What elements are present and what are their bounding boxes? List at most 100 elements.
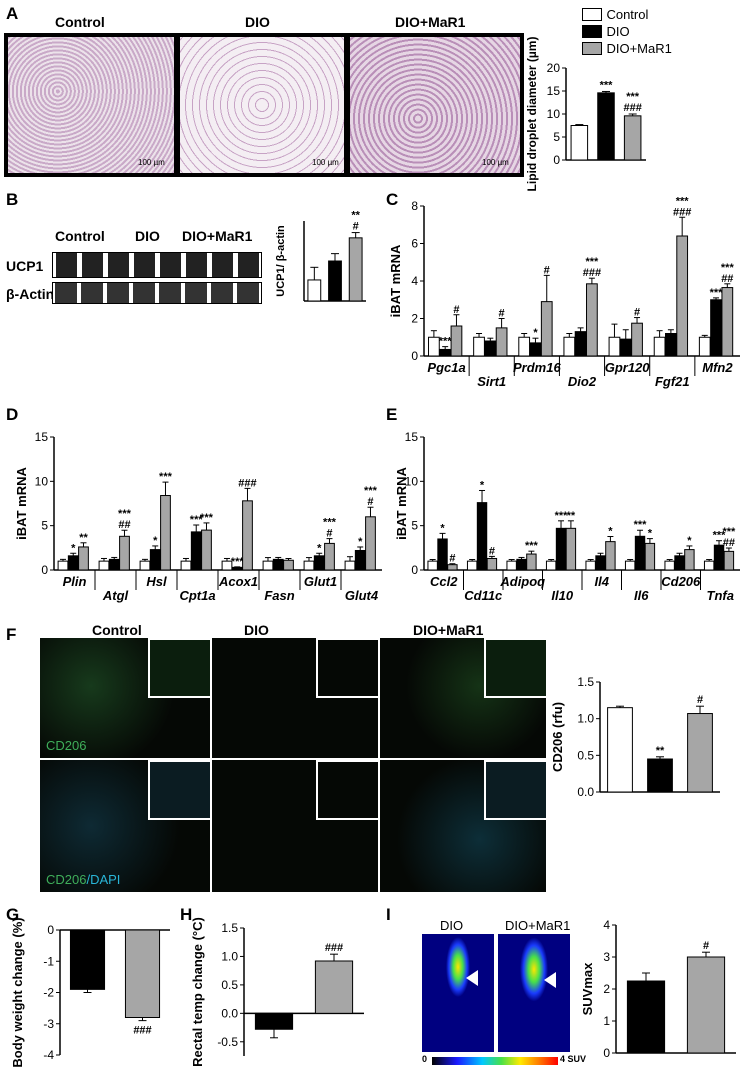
A-bar-0	[570, 125, 589, 161]
C-ytick-label-1: 2	[411, 312, 418, 326]
I-bar-0	[626, 980, 666, 1054]
legend-label-mar1: DIO+MaR1	[606, 41, 672, 56]
b-row-ucp1: UCP1	[6, 258, 44, 274]
legend-swatch-dio	[582, 25, 602, 39]
f-inset-1	[148, 638, 212, 698]
E-bar-2-2-annot-0: ***	[525, 540, 539, 552]
C-bar-3-2	[586, 283, 598, 357]
panel-label-g: G	[6, 905, 20, 924]
E-bar-5-0	[624, 560, 636, 571]
D-ytick-label-3: 15	[35, 430, 49, 444]
C-bar-4-2	[631, 322, 643, 357]
E-bar-7-2	[723, 550, 735, 571]
D-bar-4-2	[242, 500, 253, 571]
a-histology-control	[8, 37, 174, 173]
D-bar-2-1-annot-0: *	[153, 535, 158, 547]
C-bar-3-0	[563, 336, 576, 357]
panel-label-b: B	[6, 190, 19, 209]
panel-label-i: I	[386, 905, 391, 924]
C-bar-0-1-annot-0: ***	[439, 336, 453, 348]
B-bar-2-annot-0: **	[351, 210, 360, 222]
H-bar-1-annot-0: ###	[325, 942, 343, 954]
D-bar-4-2-annot-0: ###	[238, 477, 256, 489]
C-bar-2-2	[540, 301, 553, 357]
E-ytick-label-2: 10	[405, 474, 419, 488]
C-xlabel-0: Pgc1a	[427, 360, 465, 375]
f-label-dapi-part: /DAPI	[86, 872, 121, 887]
E-bar-1-1	[476, 502, 488, 571]
D-bar-3-1-annot-0: ***	[190, 514, 204, 526]
i-pet-dio	[422, 934, 494, 1052]
panel-label-a: A	[6, 4, 19, 23]
A-bar-1-annot-0: ***	[600, 79, 614, 91]
E-xlabel-1: Cd11c	[464, 588, 503, 603]
D-bar-1-2-annot-0: ***	[118, 508, 132, 520]
D-bar-7-1	[354, 549, 366, 571]
E-bar-3-0	[545, 560, 557, 571]
D-xlabel-3: Cpt1a	[179, 588, 215, 603]
D-bar-1-0	[98, 560, 110, 571]
chart-lipid-droplet: 0 5 10 15 20 Lipid droplet diameter (µm) *** **…	[525, 37, 646, 191]
i-arrow-mar1	[544, 972, 556, 988]
E-bar-4-1	[595, 555, 606, 571]
a-title-control: Control	[55, 14, 105, 30]
f-inset-4	[148, 760, 212, 820]
f-label-cd206-part: CD206	[46, 872, 87, 887]
D-bar-0-1	[67, 555, 79, 571]
H-ylabel: Rectal temp change (°C)	[190, 917, 205, 1067]
H-ytick-label-2: 0.5	[221, 978, 238, 992]
D-bar-4-1-annot-0: ***	[231, 556, 245, 568]
D-bar-0-0	[57, 560, 69, 571]
I-ytick-label-0: 0	[603, 1046, 610, 1060]
C-xlabel-4: Gpr120	[605, 360, 651, 375]
legend-label-dio: DIO	[606, 24, 630, 39]
a-histology-mar1	[350, 37, 520, 173]
F-bar-0	[607, 707, 633, 793]
E-bar-6-1	[674, 555, 685, 571]
C-bar-6-1-annot-0: ***	[710, 287, 724, 299]
D-bar-6-1-annot-0: *	[317, 542, 322, 554]
D-ytick-label-0: 0	[41, 563, 48, 577]
D-bar-6-2-annot-1: #	[326, 528, 332, 540]
C-bar-6-2	[721, 287, 734, 357]
A-bar-2-annot-0: ***	[626, 91, 640, 103]
f-title-dio: DIO	[244, 622, 269, 638]
C-bar-6-1	[710, 299, 722, 357]
C-bar-2-0	[518, 336, 531, 357]
C-bar-3-2-annot-1: ###	[583, 267, 601, 279]
G-ytick-label-0: 0	[47, 923, 54, 937]
C-bar-1-1	[484, 340, 497, 357]
C-bar-5-2	[676, 235, 689, 357]
E-bar-0-1-annot-0: *	[440, 522, 445, 534]
D-ytick-label-1: 5	[41, 519, 48, 533]
E-ytick-label-1: 5	[411, 519, 418, 533]
panel-label-f: F	[6, 625, 17, 644]
C-xlabel-5: Fgf21	[655, 374, 690, 389]
E-bar-1-2-annot-0: #	[489, 545, 495, 557]
C-bar-5-2-annot-0: ***	[676, 195, 690, 207]
b-blot-actin	[52, 282, 262, 304]
C-bar-3-2-annot-0: ***	[585, 256, 599, 268]
E-bar-7-1-annot-0: ***	[713, 530, 727, 542]
D-bar-1-2	[119, 535, 130, 571]
panel-label-h: H	[180, 905, 193, 924]
C-bar-0-2-annot-0: #	[453, 304, 459, 316]
E-xlabel-7: Tnfa	[707, 588, 734, 603]
B-bar-0	[307, 279, 322, 302]
D-bar-5-0	[262, 560, 274, 571]
b-title-mar1: DIO+MaR1	[182, 228, 253, 244]
A-ytick-label-4: 20	[547, 61, 561, 75]
chart-ucp1-actin: UCP1/ β-actin **#	[275, 210, 366, 302]
B-ylabel: UCP1/ β-actin	[275, 225, 287, 297]
E-bar-2-1	[516, 558, 527, 571]
C-ytick-label-2: 4	[411, 274, 418, 288]
E-bar-4-2-annot-0: *	[608, 526, 613, 538]
E-bar-2-2	[526, 553, 537, 571]
D-bar-2-0	[139, 560, 151, 571]
f-label-cd206: CD206	[46, 738, 87, 753]
H-ytick-label-1: 1.0	[221, 949, 238, 963]
B-bar-2	[348, 237, 363, 302]
E-bar-3-2	[565, 527, 577, 571]
C-bar-0-2	[450, 325, 463, 357]
F-ylabel: CD206 (rfu)	[550, 702, 565, 772]
